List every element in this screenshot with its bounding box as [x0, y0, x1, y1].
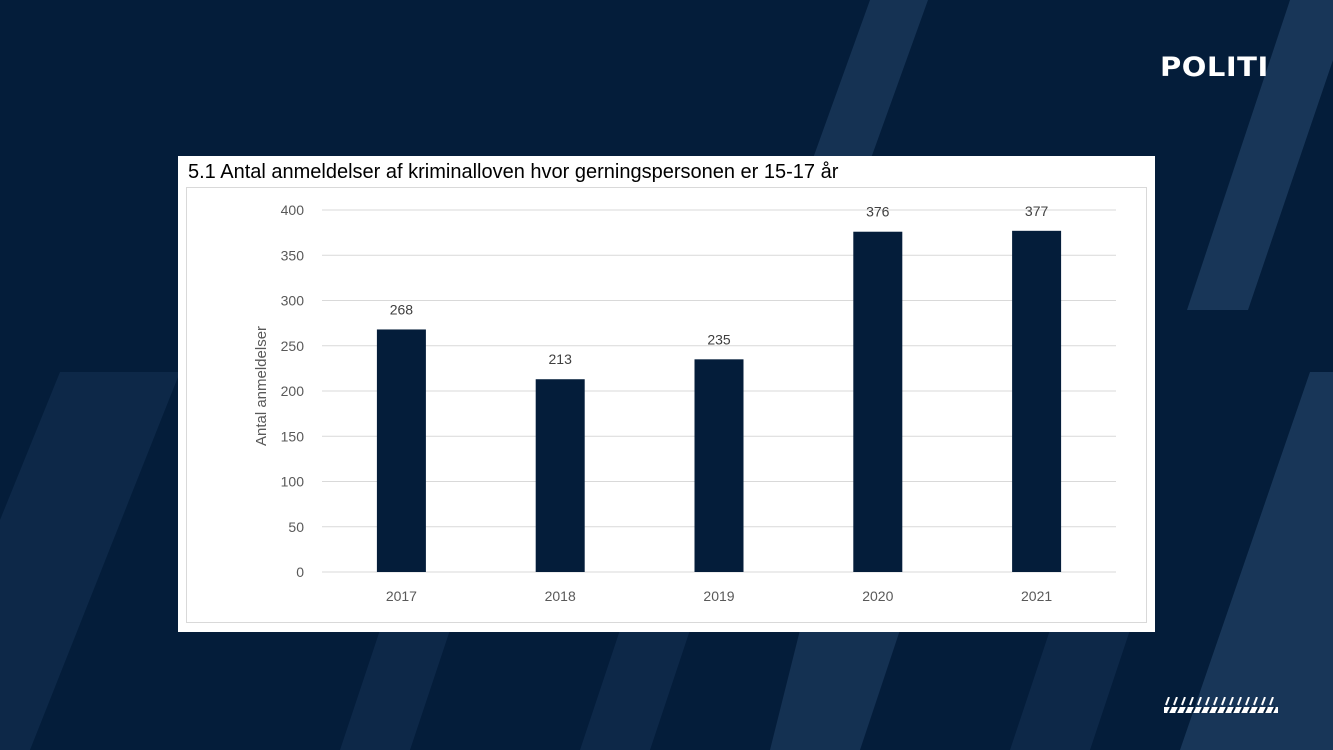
- bar: [535, 379, 585, 572]
- y-tick-label: 100: [281, 474, 305, 490]
- chart-panel: 5.1 Antal anmeldelser af kriminalloven h…: [178, 156, 1155, 632]
- y-tick-label: 50: [288, 519, 304, 535]
- background-stripe: [770, 630, 900, 750]
- y-tick-label: 150: [281, 428, 305, 444]
- y-tick-label: 400: [281, 202, 305, 218]
- x-tick-label: 2017: [386, 588, 417, 604]
- background-stripe: [340, 630, 450, 750]
- y-tick-label: 250: [281, 338, 305, 354]
- bar: [853, 231, 903, 572]
- x-tick-label: 2021: [1021, 588, 1052, 604]
- y-tick-label: 200: [281, 383, 305, 399]
- bar: [376, 329, 426, 572]
- stripe-pattern-icon: [1164, 697, 1278, 714]
- bar: [1012, 230, 1062, 572]
- x-tick-label: 2020: [862, 588, 893, 604]
- background-stripe: [1180, 372, 1333, 750]
- y-tick-label: 0: [296, 564, 304, 580]
- x-tick-label: 2018: [545, 588, 576, 604]
- y-tick-label: 350: [281, 247, 305, 263]
- data-label: 376: [866, 204, 890, 220]
- data-label: 213: [549, 351, 573, 367]
- chart-title: 5.1 Antal anmeldelser af kriminalloven h…: [188, 161, 839, 183]
- data-label: 235: [707, 331, 731, 347]
- bar: [694, 359, 744, 572]
- background-stripe: [1010, 630, 1130, 750]
- data-label: 268: [390, 301, 414, 317]
- plot-frame: [186, 187, 1147, 623]
- y-tick-label: 300: [281, 293, 305, 309]
- data-label: 377: [1025, 203, 1049, 219]
- y-axis-label: Antal anmeldelser: [253, 326, 270, 446]
- background-stripe: [580, 630, 690, 750]
- x-tick-label: 2019: [703, 588, 734, 604]
- politi-logo: POLITI: [1160, 51, 1269, 83]
- background-stripe: [1187, 0, 1333, 310]
- bar-chart: 0 50 100 150 200 250 300 350 400 Antal anmeldelse…: [253, 202, 1116, 604]
- background-stripe: [0, 372, 180, 750]
